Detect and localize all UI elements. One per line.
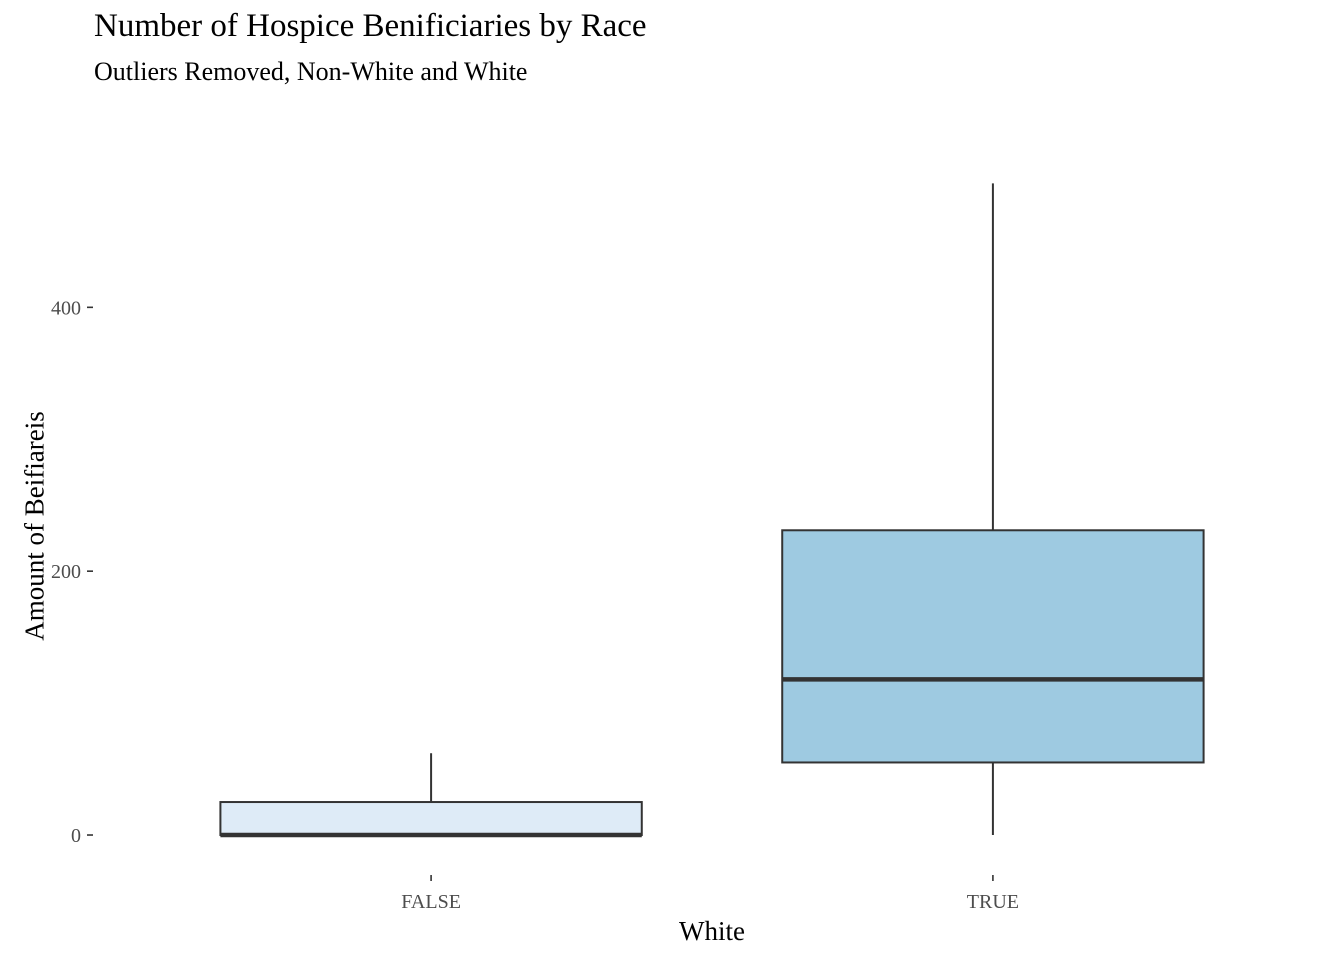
x-tick-label: FALSE	[401, 891, 461, 913]
chart-subtitle: Outliers Removed, Non-White and White	[94, 57, 528, 86]
x-axis: FALSE TRUE	[401, 875, 1019, 913]
y-tick-label: 400	[51, 297, 81, 319]
x-tick-label: TRUE	[967, 891, 1019, 913]
x-axis-title: White	[679, 916, 745, 946]
y-tick-label: 200	[51, 561, 81, 583]
box-false	[219, 753, 643, 838]
box-body	[219, 801, 643, 837]
boxes	[219, 183, 1205, 838]
y-axis: 0 200 400	[51, 297, 93, 847]
y-tick-label: 0	[71, 825, 81, 847]
chart-title: Number of Hospice Benificiaries by Race	[94, 8, 647, 44]
y-axis-title: Amount of Beifiareis	[19, 411, 49, 640]
box-body	[781, 529, 1205, 764]
box-true	[781, 183, 1205, 836]
